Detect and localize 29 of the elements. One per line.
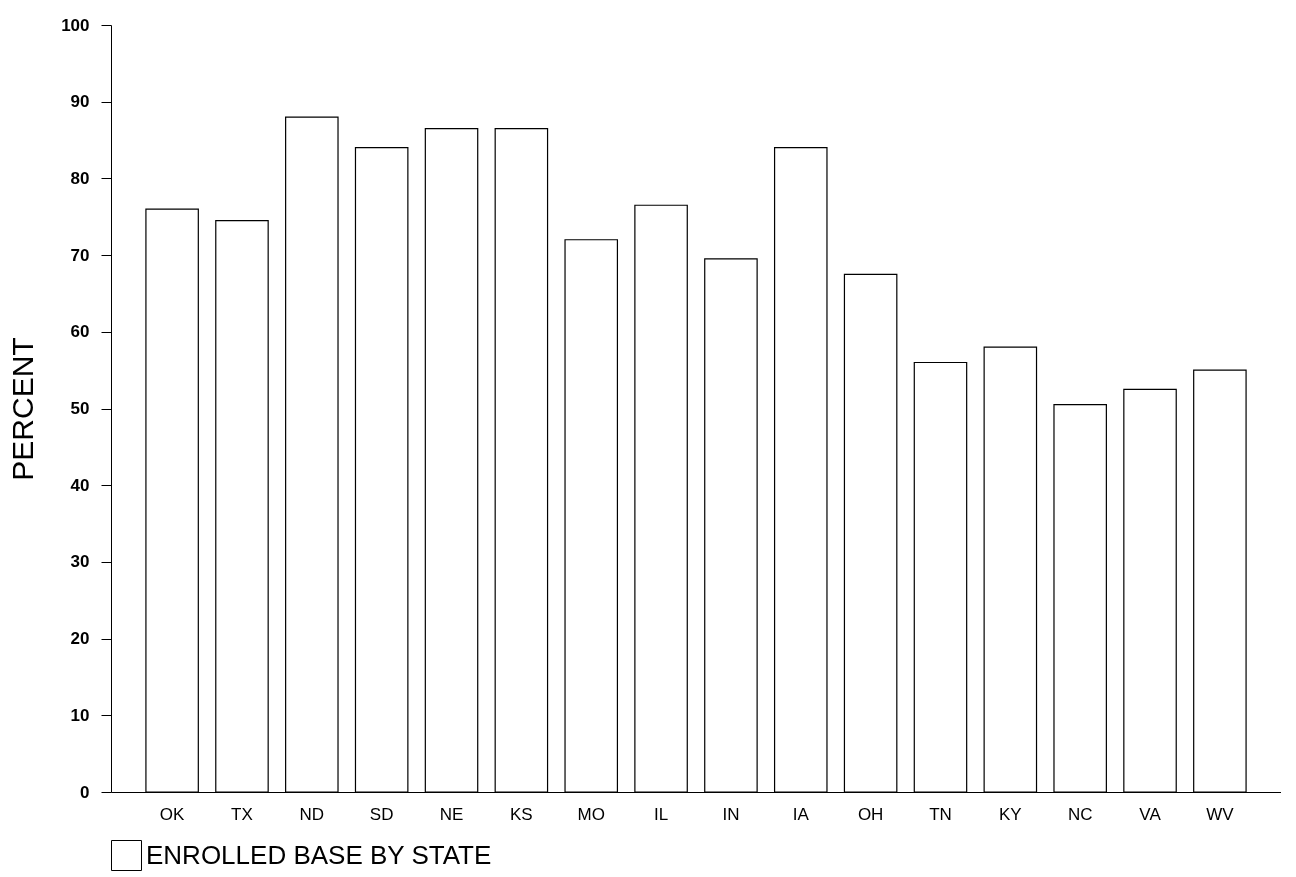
y-tick-label: 30 (70, 552, 90, 572)
y-tick-label: 0 (80, 782, 90, 802)
x-tick-label: WV (1206, 804, 1235, 824)
x-tick-label: NE (439, 804, 464, 824)
y-tick-label: 100 (61, 15, 90, 35)
y-tick-label: 10 (70, 705, 90, 725)
y-tick-label: 20 (70, 629, 90, 649)
x-tick-label: TN (929, 804, 952, 824)
x-tick-label: KY (998, 804, 1022, 824)
x-tick-label: MO (577, 804, 605, 824)
x-tick-label: NC (1067, 804, 1093, 824)
x-tick-label: OK (159, 804, 186, 824)
x-tick-label: SD (369, 804, 394, 824)
y-tick-label: 50 (70, 399, 90, 418)
x-tick-label: TX (231, 804, 253, 824)
y-tick-label: 90 (70, 92, 90, 112)
x-tick-label: IN (722, 804, 740, 824)
x-tick-label: KS (510, 804, 533, 824)
y-tick-label: 80 (70, 168, 90, 188)
x-tick-label: IA (792, 804, 810, 824)
x-tick-label: OH (857, 804, 884, 824)
x-tick-label: VA (1139, 804, 1162, 824)
x-tick-label: IL (653, 804, 669, 824)
x-tick-label: ND (299, 804, 325, 824)
y-tick-label: 40 (70, 475, 90, 495)
y-tick-label: 70 (70, 245, 90, 265)
y-axis-title: PERCENT (6, 337, 40, 481)
legend-label: ENROLLED BASE BY STATE (146, 839, 492, 870)
y-tick-label: 60 (70, 322, 90, 342)
